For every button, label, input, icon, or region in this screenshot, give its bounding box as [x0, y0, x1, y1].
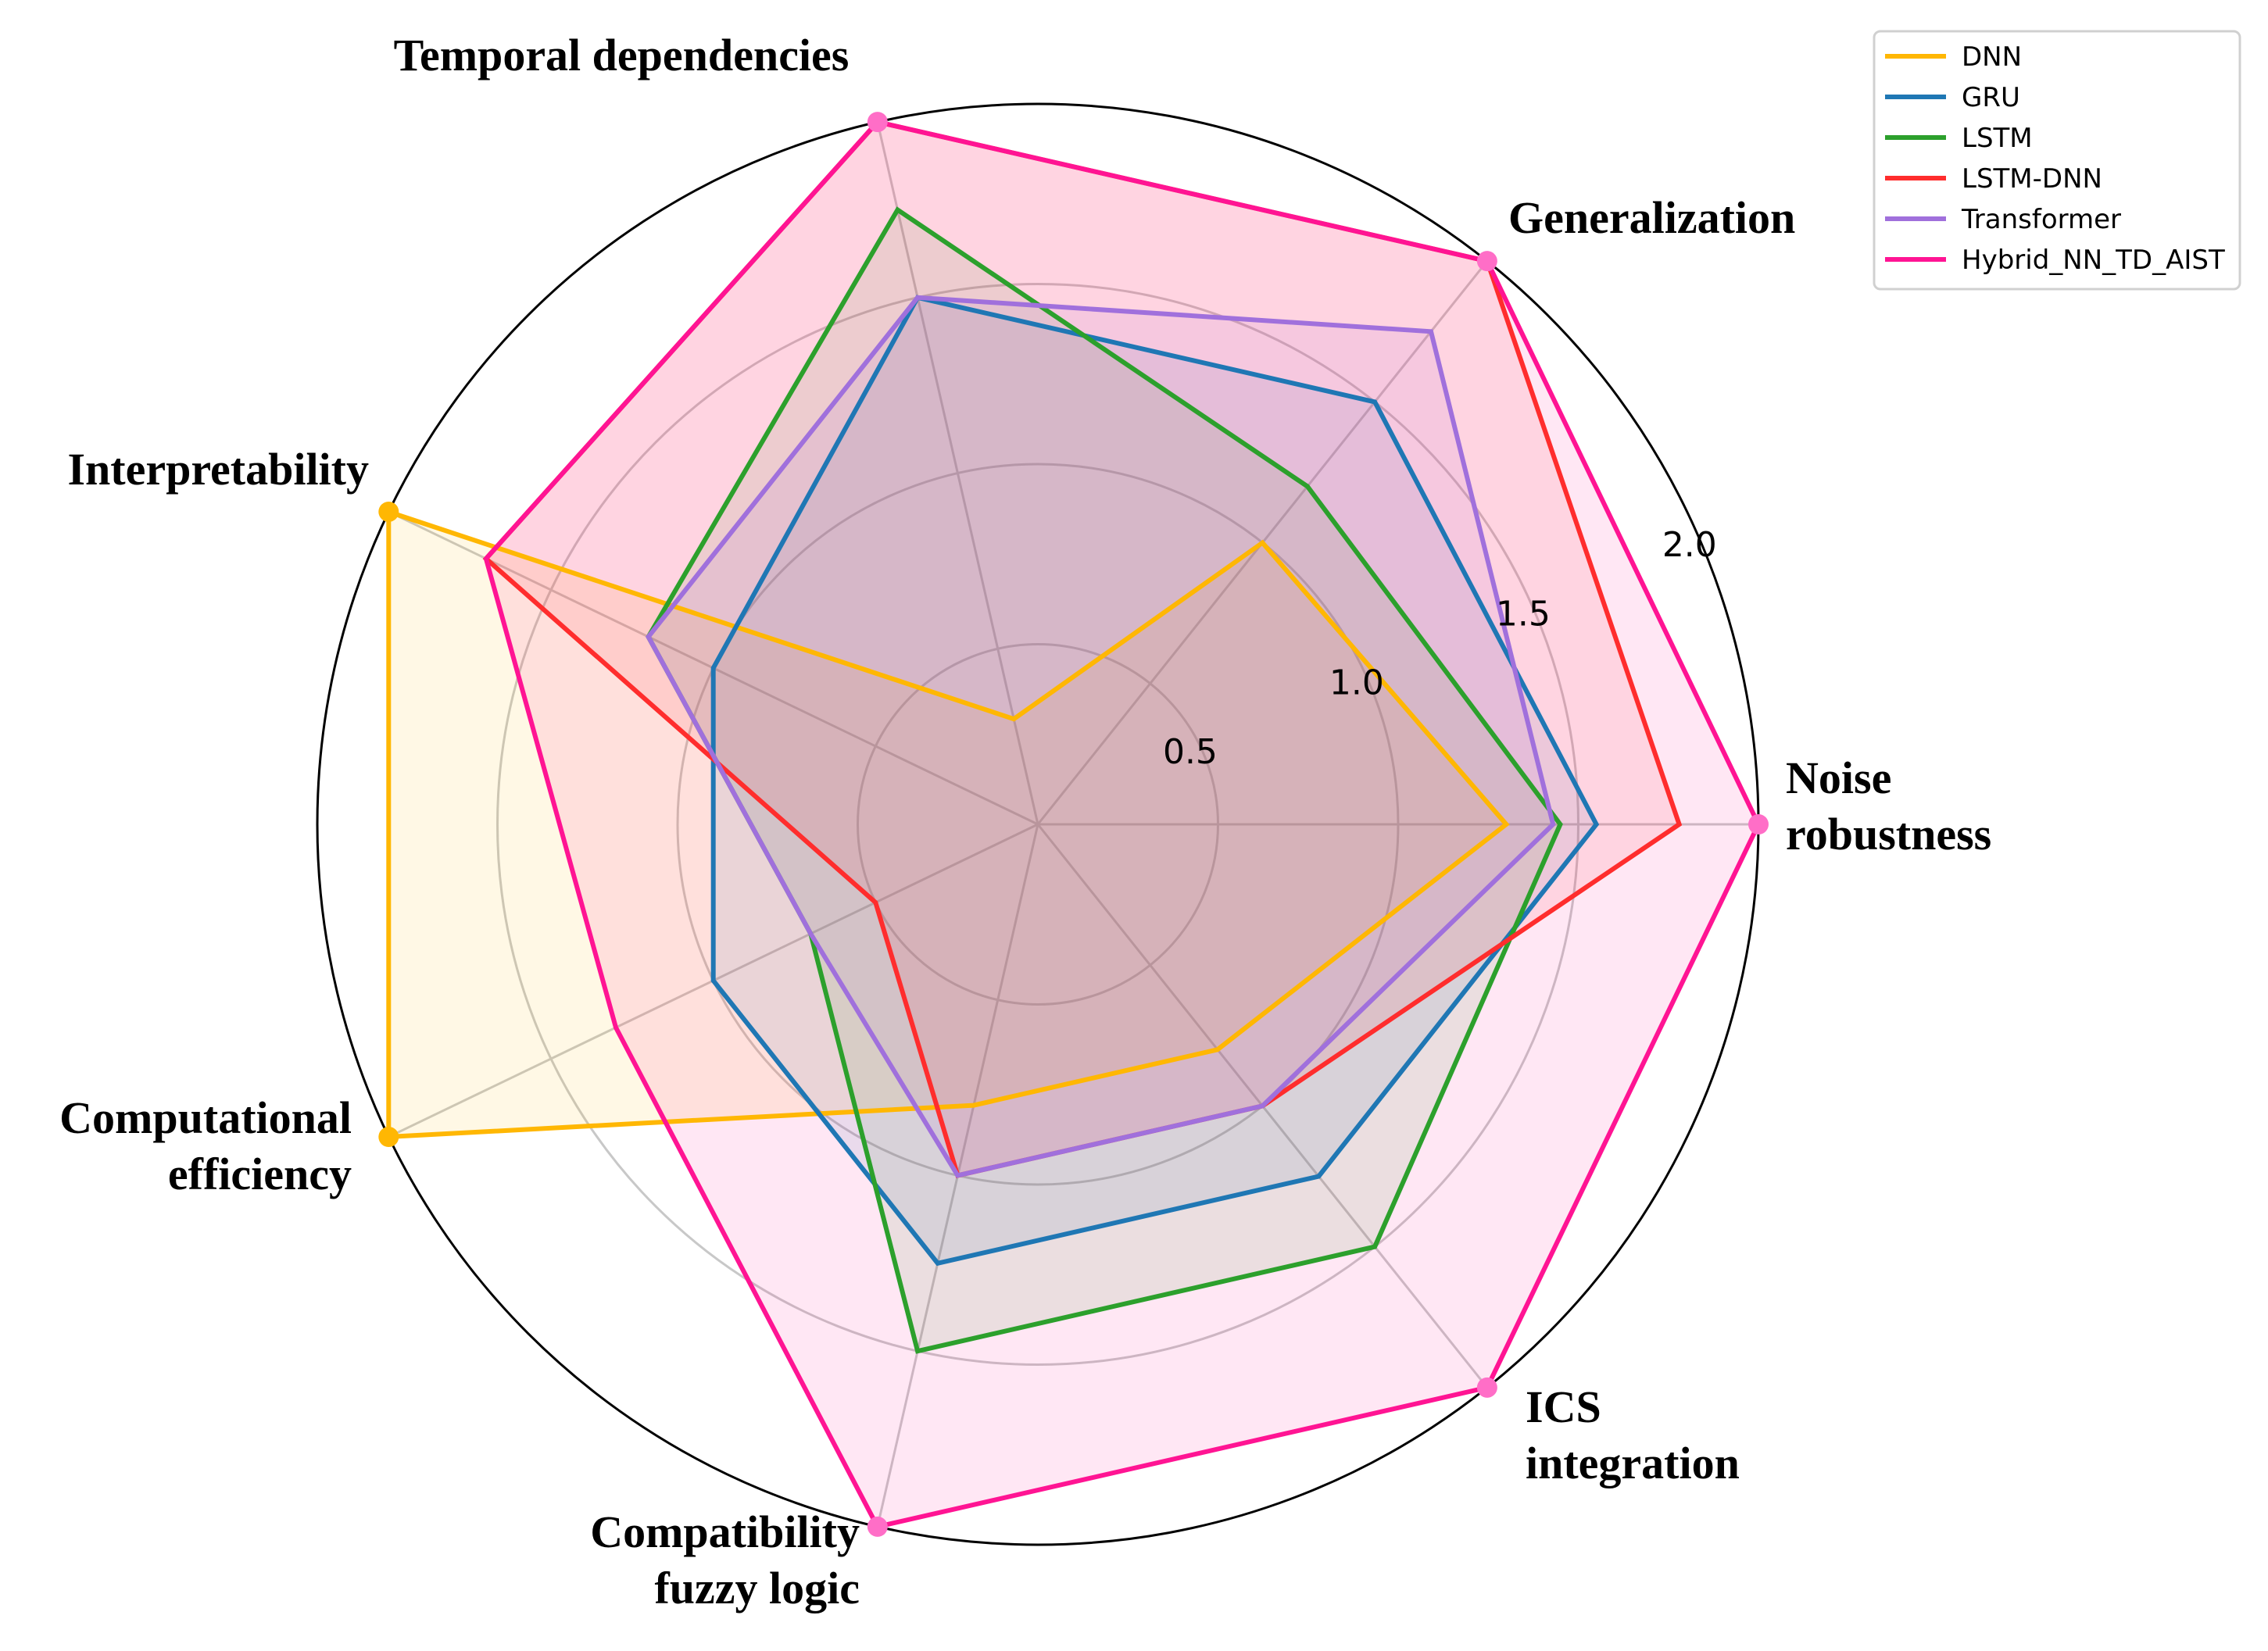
legend-box [1873, 30, 2241, 291]
marker-hybrid-nn-td-aist-1 [1476, 251, 1497, 272]
series-line-hybrid-nn-td-aist [483, 119, 1762, 1530]
series-fill-lstm-dnn [485, 122, 1680, 1176]
series-fill-lstm [648, 209, 1561, 1352]
series-fill-hybrid-nn-td-aist [485, 122, 1758, 1527]
tick-label-0-5: 0.5 [1163, 732, 1218, 772]
axis-label-compatibility-fuzzy-logic: Compatibility fuzzy logic [590, 1506, 860, 1613]
series-fill-gru [713, 297, 1597, 1263]
axis-labels: Noise robustness Generalization Temporal de… [59, 30, 1991, 1613]
legend-label-lstm-dnn: LSTM-DNN [1962, 163, 2102, 195]
tick-label-1-5: 1.5 [1496, 594, 1551, 634]
marker-dnn-4 [378, 1127, 399, 1148]
legend-label-transformer: Transformer [1961, 204, 2121, 235]
axis-label-noise-robustness: Noise robustness [1786, 752, 1991, 859]
marker-dnn-3 [378, 501, 399, 522]
series-markers [378, 112, 1769, 1537]
axis-label-generalization: Generalization [1508, 192, 1795, 243]
axis-label-temporal-dependencies: Temporal dependencies [394, 30, 850, 80]
series-fill-transformer [648, 297, 1554, 1176]
marker-hybrid-nn-td-aist-0 [1748, 814, 1769, 834]
legend-label-dnn: DNN [1962, 41, 2022, 73]
axis-label-ics-integration: ICS integration [1526, 1381, 1740, 1488]
marker-hybrid-nn-td-aist-5 [867, 1516, 888, 1537]
legend-label-gru: GRU [1962, 82, 2020, 113]
series-line-dnn [386, 508, 1510, 1140]
tick-label-2-0: 2.0 [1662, 525, 1717, 565]
axis-label-computational-efficiency: Computational efficiency [59, 1092, 352, 1199]
radial-tick-labels: 0.5 1.0 1.5 2.0 [1163, 525, 1717, 772]
series-line-transformer [646, 295, 1556, 1178]
series-line-gru [710, 295, 1600, 1267]
legend: DNN GRU LSTM LSTM-DNN Transformer Hybrid_NN_T… [1873, 30, 2241, 291]
spoke-temporal-dependencies [876, 121, 1039, 825]
marker-hybrid-nn-td-aist-2 [867, 112, 888, 133]
series-lines [386, 119, 1762, 1530]
legend-label-hybrid-nn-td-aist: Hybrid_NN_TD_AIST [1962, 245, 2225, 276]
axis-label-interpretability: Interpretability [67, 444, 369, 495]
legend-label-lstm: LSTM [1962, 123, 2033, 154]
marker-hybrid-nn-td-aist-6 [1476, 1377, 1497, 1398]
tick-label-1-0: 1.0 [1329, 663, 1384, 703]
